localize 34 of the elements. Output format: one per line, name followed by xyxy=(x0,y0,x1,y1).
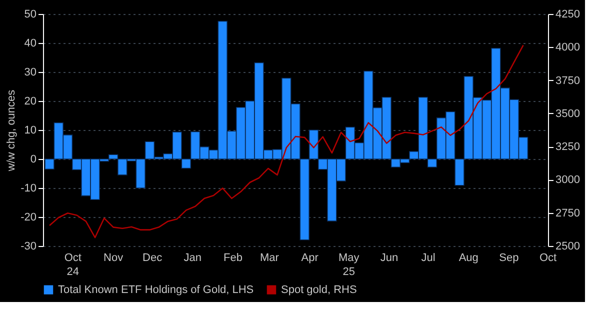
y-axis-title: w/w chg, ounces xyxy=(6,89,18,172)
x-tick-label: Feb xyxy=(224,252,243,264)
y-tick-label: 40 xyxy=(24,38,36,50)
x-tick-label: Jan xyxy=(184,252,202,264)
x-tick-label: Oct 24 xyxy=(64,252,82,278)
line-series xyxy=(48,44,524,238)
y2-tick-label: 2500 xyxy=(556,240,580,252)
x-tick-label: Oct xyxy=(539,252,557,264)
x-tick-label: Nov xyxy=(104,252,124,264)
y-tick-label: 10 xyxy=(24,124,36,136)
y-tick-label: 20 xyxy=(24,96,36,108)
y2-tick-label: 3750 xyxy=(556,74,580,87)
x-tick-label: Apr xyxy=(301,252,319,264)
x-tick-label: Mar xyxy=(260,252,280,264)
y2-tick-label: 3250 xyxy=(556,141,580,154)
y-tick-label: 50 xyxy=(24,8,36,20)
y-tick-label: -10 xyxy=(20,182,36,194)
x-tick-label: Sep xyxy=(499,252,519,264)
x-tick-label: Jun xyxy=(380,252,398,264)
x-tick-label: May 25 xyxy=(338,252,360,278)
legend-label: Total Known ETF Holdings of Gold, LHS xyxy=(58,284,254,296)
x-tick-label: Jul xyxy=(421,252,436,264)
y2-tick-label: 3000 xyxy=(556,174,580,186)
x-tick-label: Aug xyxy=(458,252,478,264)
y2-tick-label: 3500 xyxy=(556,108,580,120)
x-tick-label: Dec xyxy=(142,252,163,264)
y2-tick-label: 4250 xyxy=(556,8,580,20)
y2-tick-label: 2750 xyxy=(556,207,580,220)
y-tick-label: 30 xyxy=(24,66,36,78)
y-tick-label: -30 xyxy=(20,240,36,252)
y-tick-label: 0 xyxy=(30,154,36,166)
y2-tick-label: 4000 xyxy=(556,42,580,54)
y-tick-label: -20 xyxy=(20,212,36,224)
legend-label: Spot gold, RHS xyxy=(281,284,357,296)
